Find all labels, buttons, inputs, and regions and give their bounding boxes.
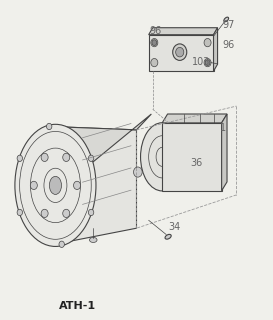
Polygon shape <box>149 35 213 71</box>
Polygon shape <box>222 114 227 191</box>
Ellipse shape <box>224 17 229 22</box>
Text: 36: 36 <box>190 158 202 168</box>
Circle shape <box>151 59 158 67</box>
Circle shape <box>46 123 52 130</box>
Circle shape <box>151 38 158 47</box>
Polygon shape <box>162 123 222 191</box>
Circle shape <box>88 155 94 162</box>
Text: 1: 1 <box>220 123 226 133</box>
Text: 96: 96 <box>222 40 235 50</box>
Circle shape <box>41 209 48 218</box>
Circle shape <box>17 209 22 216</box>
Polygon shape <box>149 28 218 35</box>
Ellipse shape <box>173 44 187 60</box>
Circle shape <box>63 153 70 162</box>
Text: 34: 34 <box>168 222 180 232</box>
Ellipse shape <box>49 176 61 195</box>
Text: 103: 103 <box>192 57 210 67</box>
Circle shape <box>59 241 64 247</box>
Text: ATH-1: ATH-1 <box>58 301 96 311</box>
Text: 96: 96 <box>149 26 162 36</box>
Circle shape <box>205 60 210 66</box>
Circle shape <box>30 181 37 189</box>
Text: 97: 97 <box>222 20 235 30</box>
Polygon shape <box>55 114 151 180</box>
Circle shape <box>152 40 157 45</box>
Ellipse shape <box>15 124 96 246</box>
Ellipse shape <box>176 47 184 57</box>
Circle shape <box>41 153 48 162</box>
Ellipse shape <box>141 123 184 191</box>
Polygon shape <box>162 114 227 123</box>
Circle shape <box>204 59 211 67</box>
Circle shape <box>63 209 70 218</box>
Ellipse shape <box>90 237 97 243</box>
Polygon shape <box>213 28 218 71</box>
Circle shape <box>73 181 81 189</box>
Circle shape <box>17 155 22 162</box>
Circle shape <box>204 38 211 47</box>
Ellipse shape <box>165 234 171 239</box>
Circle shape <box>88 209 94 216</box>
Polygon shape <box>55 127 136 244</box>
Circle shape <box>133 167 142 177</box>
